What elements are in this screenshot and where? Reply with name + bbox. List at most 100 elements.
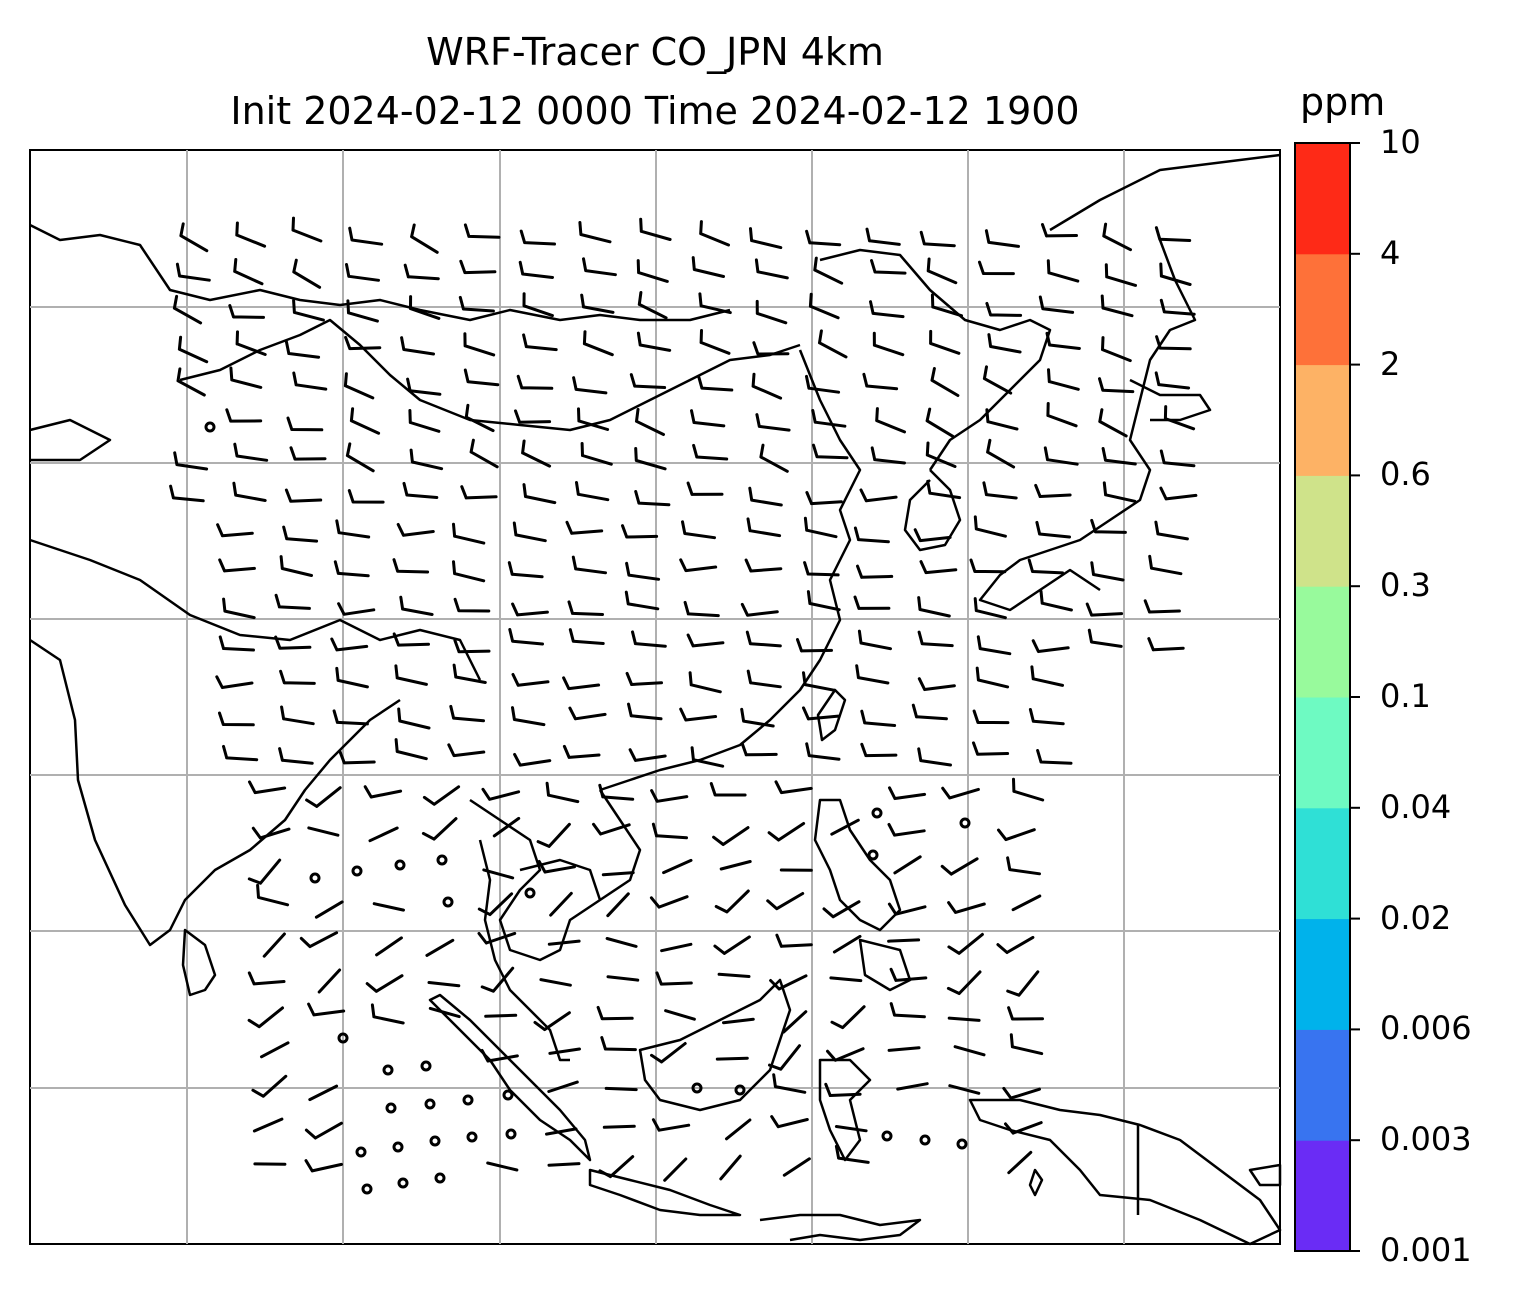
- calm-marker: [502, 1089, 514, 1101]
- wind-barb: [262, 932, 286, 958]
- wind-barb: [247, 858, 282, 885]
- wind-barb: [582, 330, 614, 357]
- wind-barb: [1028, 708, 1065, 726]
- wind-barb: [947, 932, 984, 955]
- calm-marker: [867, 849, 879, 861]
- coastlines: [29, 153, 1282, 1246]
- wind-barb: [330, 637, 369, 652]
- wind-barb: [636, 331, 672, 352]
- calm-marker: [466, 1131, 478, 1143]
- wind-barb: [982, 481, 1018, 500]
- wind-barb: [173, 451, 209, 471]
- wind-barb: [394, 664, 428, 686]
- wind-barb: [745, 630, 782, 648]
- wind-barb: [651, 822, 688, 840]
- calm-marker: [959, 817, 971, 829]
- wind-barb: [522, 333, 558, 352]
- wind-barb: [1034, 483, 1072, 498]
- wind-barb: [1085, 602, 1124, 617]
- wind-barb: [421, 817, 458, 841]
- wind-barb: [772, 1073, 807, 1094]
- wind-barb: [770, 1115, 809, 1129]
- coastline-right-edge: [1248, 1163, 1282, 1187]
- wind-barb: [985, 408, 1019, 431]
- coastline-new-guinea: [968, 1098, 1282, 1246]
- wind-barb: [409, 295, 441, 320]
- wind-barb: [889, 1002, 926, 1019]
- wind-barb: [699, 329, 731, 355]
- wind-barb: [406, 377, 442, 396]
- wind-barb: [1098, 408, 1128, 438]
- coastline-java: [588, 1168, 742, 1217]
- wind-barb: [1041, 223, 1078, 238]
- wind-barb: [634, 490, 671, 507]
- coastline-taiwan: [816, 688, 847, 742]
- title-line-1: WRF-Tracer CO_JPN 4km: [426, 30, 884, 74]
- border-west: [29, 418, 112, 462]
- wind-barb: [719, 860, 752, 871]
- wind-barb: [1006, 970, 1040, 997]
- wind-barb: [452, 663, 487, 684]
- wind-barb: [872, 331, 905, 357]
- wind-barb: [452, 522, 486, 545]
- wind-barb: [639, 217, 672, 241]
- wind-barb: [399, 595, 434, 616]
- coastline-indochina: [469, 789, 642, 962]
- wind-barb: [279, 555, 313, 577]
- wind-barb: [568, 706, 607, 721]
- wind-barb: [650, 1042, 687, 1064]
- wind-barb: [344, 335, 382, 351]
- wind-barb: [811, 409, 847, 428]
- wind-barb: [596, 1005, 634, 1021]
- calm-marker: [734, 1084, 746, 1096]
- wind-barb: [987, 333, 1022, 354]
- wind-barb: [925, 407, 955, 438]
- wind-barb: [1046, 402, 1078, 428]
- wind-barb: [565, 520, 604, 535]
- wind-barb: [740, 602, 779, 617]
- wind-barb: [802, 671, 837, 692]
- wind-barb: [518, 260, 554, 279]
- wind-barb: [712, 826, 750, 846]
- wind-barb: [225, 408, 263, 423]
- wind-barb: [997, 828, 1036, 842]
- wind-barb: [691, 256, 725, 278]
- wind-barb: [896, 1082, 929, 1091]
- wind-barb: [410, 223, 439, 254]
- wind-barb: [545, 781, 580, 804]
- wind-barb: [463, 332, 496, 357]
- wind-barb: [930, 367, 960, 397]
- wind-barb: [286, 416, 324, 432]
- wind-barb: [624, 590, 660, 611]
- wind-barb: [343, 372, 375, 400]
- colorbar-tick-label: 0.003: [1380, 1120, 1472, 1159]
- wind-barb: [808, 292, 840, 320]
- wind-barb: [930, 293, 963, 318]
- calm-marker: [394, 859, 406, 871]
- wind-barb: [686, 633, 725, 648]
- calm-marker: [436, 854, 448, 866]
- colorbar-segment: [1295, 1140, 1350, 1252]
- wind-barb: [690, 409, 726, 428]
- wind-barb: [634, 447, 667, 471]
- wind-barb: [663, 1157, 688, 1182]
- wind-barb: [725, 1118, 752, 1141]
- wind-barb: [660, 942, 693, 953]
- wind-barb: [256, 883, 290, 907]
- calm-marker: [424, 1098, 436, 1110]
- wind-barb: [1043, 446, 1079, 466]
- wind-barb: [919, 230, 956, 248]
- wind-barb: [332, 709, 369, 726]
- calm-marker: [881, 1130, 893, 1142]
- wind-barb: [248, 780, 287, 795]
- wind-barb: [625, 561, 661, 581]
- wind-barb: [996, 935, 1035, 954]
- calm-marker: [871, 807, 883, 819]
- wind-barb: [855, 664, 890, 685]
- wind-barb: [601, 871, 635, 877]
- wind-barb: [636, 259, 669, 283]
- colorbar-tick-label: 4: [1380, 233, 1401, 272]
- wind-barb: [985, 301, 1023, 317]
- wind-barb: [375, 936, 403, 957]
